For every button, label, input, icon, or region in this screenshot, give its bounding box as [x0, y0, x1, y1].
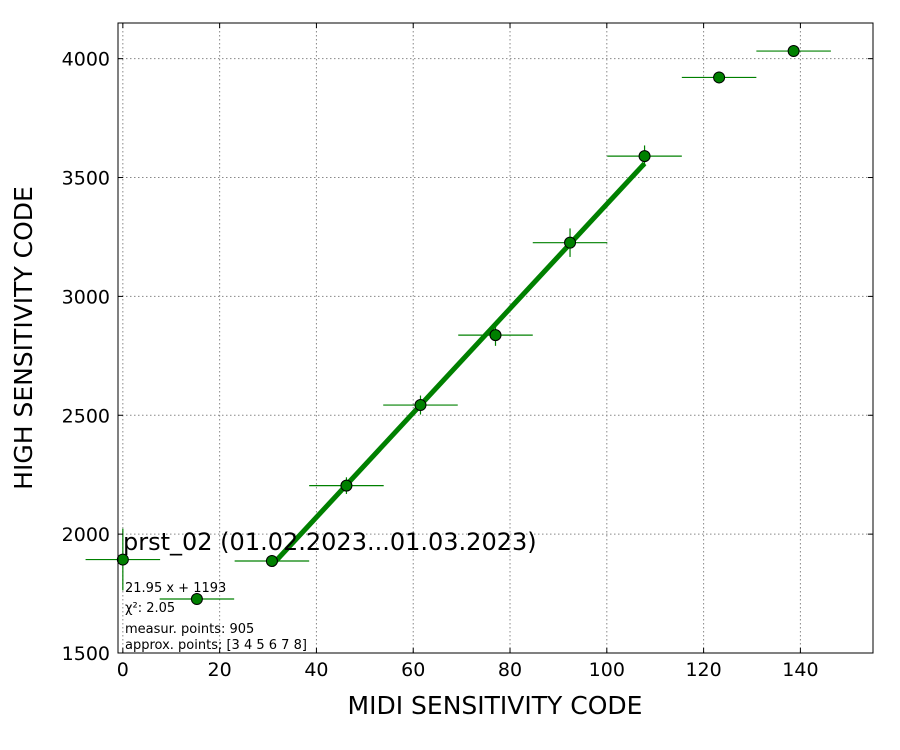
- x-tick-label: 20: [208, 659, 232, 681]
- data-point: [340, 479, 353, 492]
- annotation-chi2: χ²: 2.05: [125, 601, 175, 616]
- x-tick-label: 80: [498, 659, 522, 681]
- annotation-title: prst_02 (01.02.2023...01.03.2023): [123, 528, 537, 556]
- y-axis-title: HIGH SENSITIVITY CODE: [9, 186, 38, 490]
- data-point: [190, 593, 203, 606]
- fit-line: [270, 161, 647, 567]
- data-point: [116, 553, 129, 566]
- axis-ticks: [118, 23, 873, 654]
- x-tick-label: 40: [304, 659, 328, 681]
- x-tick-label: 120: [685, 659, 721, 681]
- x-tick-label: 140: [782, 659, 818, 681]
- plot-frame: [117, 22, 874, 654]
- data-point: [489, 329, 502, 342]
- data-point: [564, 236, 577, 249]
- data-point: [787, 45, 800, 58]
- y-tick-label: 2500: [62, 405, 110, 427]
- data-points: [116, 45, 800, 606]
- y-tick-label: 3500: [62, 168, 110, 190]
- y-tick-label: 3000: [62, 286, 110, 308]
- y-tick-label: 4000: [62, 49, 110, 71]
- data-point: [638, 150, 651, 163]
- annotation-measur-points: measur. points: 905: [125, 622, 254, 637]
- tick-labels: 0 20 40 60 80 100 120 140 1500 2000 2500 3000 3500 40…: [62, 49, 819, 681]
- x-tick-label: 100: [589, 659, 625, 681]
- x-tick-label: 60: [401, 659, 425, 681]
- annotation-fit-equation: 21.95 x + 1193: [125, 581, 226, 596]
- x-axis-title: MIDI SENSITIVITY CODE: [348, 691, 643, 720]
- data-point: [414, 399, 427, 412]
- data-point: [713, 71, 726, 84]
- y-tick-label: 2000: [62, 524, 110, 546]
- y-tick-label: 1500: [62, 643, 110, 665]
- x-tick-label: 0: [117, 659, 129, 681]
- fit-line-group: [270, 161, 647, 567]
- annotation-approx-points: approx. points: [3 4 5 6 7 8]: [125, 638, 307, 653]
- data-point: [265, 554, 278, 567]
